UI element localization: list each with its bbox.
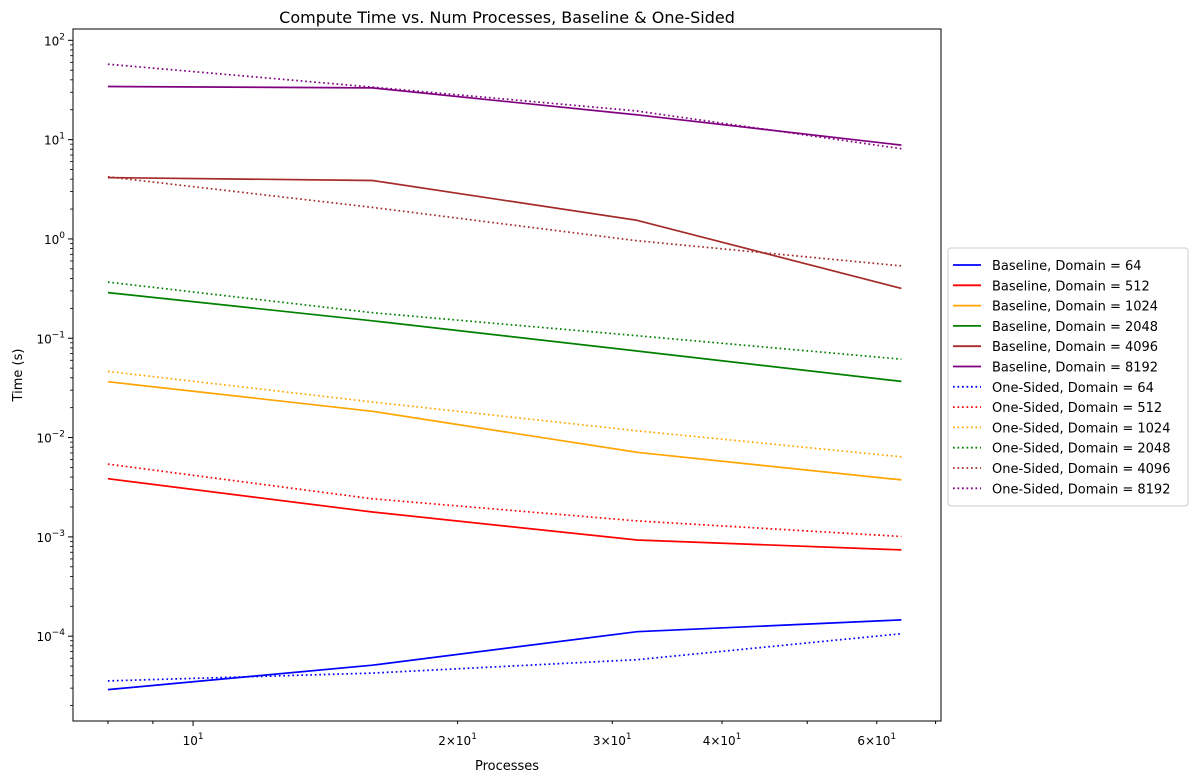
series-line-baseline-512 [107,477,902,551]
series-line-one-sided-64 [107,632,902,682]
tick-mantissa: 2 [438,734,446,748]
y-tick-label: 10−3 [36,529,65,545]
legend-label: One-Sided, Domain = 512 [992,401,1162,416]
x-axis-label: Processes [475,759,539,774]
tick-times: × [865,734,875,748]
legend-label: One-Sided, Domain = 8192 [992,482,1170,497]
series-line-baseline-2048 [107,291,902,383]
tick-base: 10 [44,134,59,148]
x-tick-label: 4×101 [703,732,742,748]
y-tick-label: 102 [44,32,65,48]
tick-exponent: −4 [52,628,66,638]
tick-exponent: 1 [626,732,632,742]
x-tick-label: 2×101 [438,732,477,748]
legend-label: Baseline, Domain = 1024 [992,300,1158,315]
x-tick-label: 101 [183,732,204,748]
tick-base: 10 [875,734,890,748]
tick-exponent: −2 [52,430,65,440]
legend-label: Baseline, Domain = 64 [992,259,1142,274]
legend: Baseline, Domain = 64 Baseline, Domain = … [947,247,1189,507]
chart-title: Compute Time vs. Num Processes, Baseline… [279,8,735,27]
tick-mantissa: 4 [703,734,711,748]
y-tick-label: 10−2 [36,430,65,446]
legend-label: Baseline, Domain = 2048 [992,320,1158,335]
tick-exponent: 1 [736,732,742,742]
tick-base: 10 [183,734,198,748]
y-tick-label: 101 [44,132,65,148]
y-axis-label: Time (s) [11,349,26,403]
legend-label: Baseline, Domain = 512 [992,279,1150,294]
tick-exponent: 1 [471,732,477,742]
tick-base: 10 [36,630,51,644]
tick-exponent: 1 [890,732,896,742]
legend-label: One-Sided, Domain = 1024 [992,421,1170,436]
legend-label: Baseline, Domain = 8192 [992,361,1158,376]
plot-area [73,29,941,721]
tick-base: 10 [44,233,59,247]
tick-base: 10 [456,734,471,748]
tick-times: × [710,734,720,748]
tick-exponent: 2 [59,32,65,42]
tick-mantissa: 3 [593,734,601,748]
tick-base: 10 [44,34,59,48]
tick-base: 10 [36,531,51,545]
legend-label: One-Sided, Domain = 2048 [992,442,1170,457]
tick-base: 10 [611,734,626,748]
x-tick-label: 3×101 [593,732,632,748]
tick-exponent: −1 [52,330,65,340]
legend-label: One-Sided, Domain = 64 [992,381,1154,396]
tick-base: 10 [720,734,735,748]
tick-exponent: 1 [198,732,204,742]
legend-frame [947,247,1189,507]
tick-exponent: 1 [59,132,65,142]
plot-frame [72,28,942,722]
tick-times: × [601,734,611,748]
tick-exponent: −3 [52,529,65,539]
tick-exponent: 0 [59,231,65,241]
series-line-baseline-4096 [107,176,902,290]
y-tick-label: 10−4 [36,628,65,644]
tick-times: × [446,734,456,748]
y-tick-label: 100 [44,231,65,247]
series-line-baseline-64 [107,619,902,691]
legend-label: Baseline, Domain = 4096 [992,340,1158,355]
series-lines [107,63,902,691]
series-line-baseline-8192 [107,85,902,146]
tick-base: 10 [36,432,51,446]
series-line-baseline-1024 [107,380,902,481]
y-tick-label: 10−1 [36,330,65,346]
legend-label: One-Sided, Domain = 4096 [992,462,1170,477]
tick-base: 10 [36,332,51,346]
tick-mantissa: 6 [857,734,865,748]
x-tick-label: 6×101 [857,732,896,748]
